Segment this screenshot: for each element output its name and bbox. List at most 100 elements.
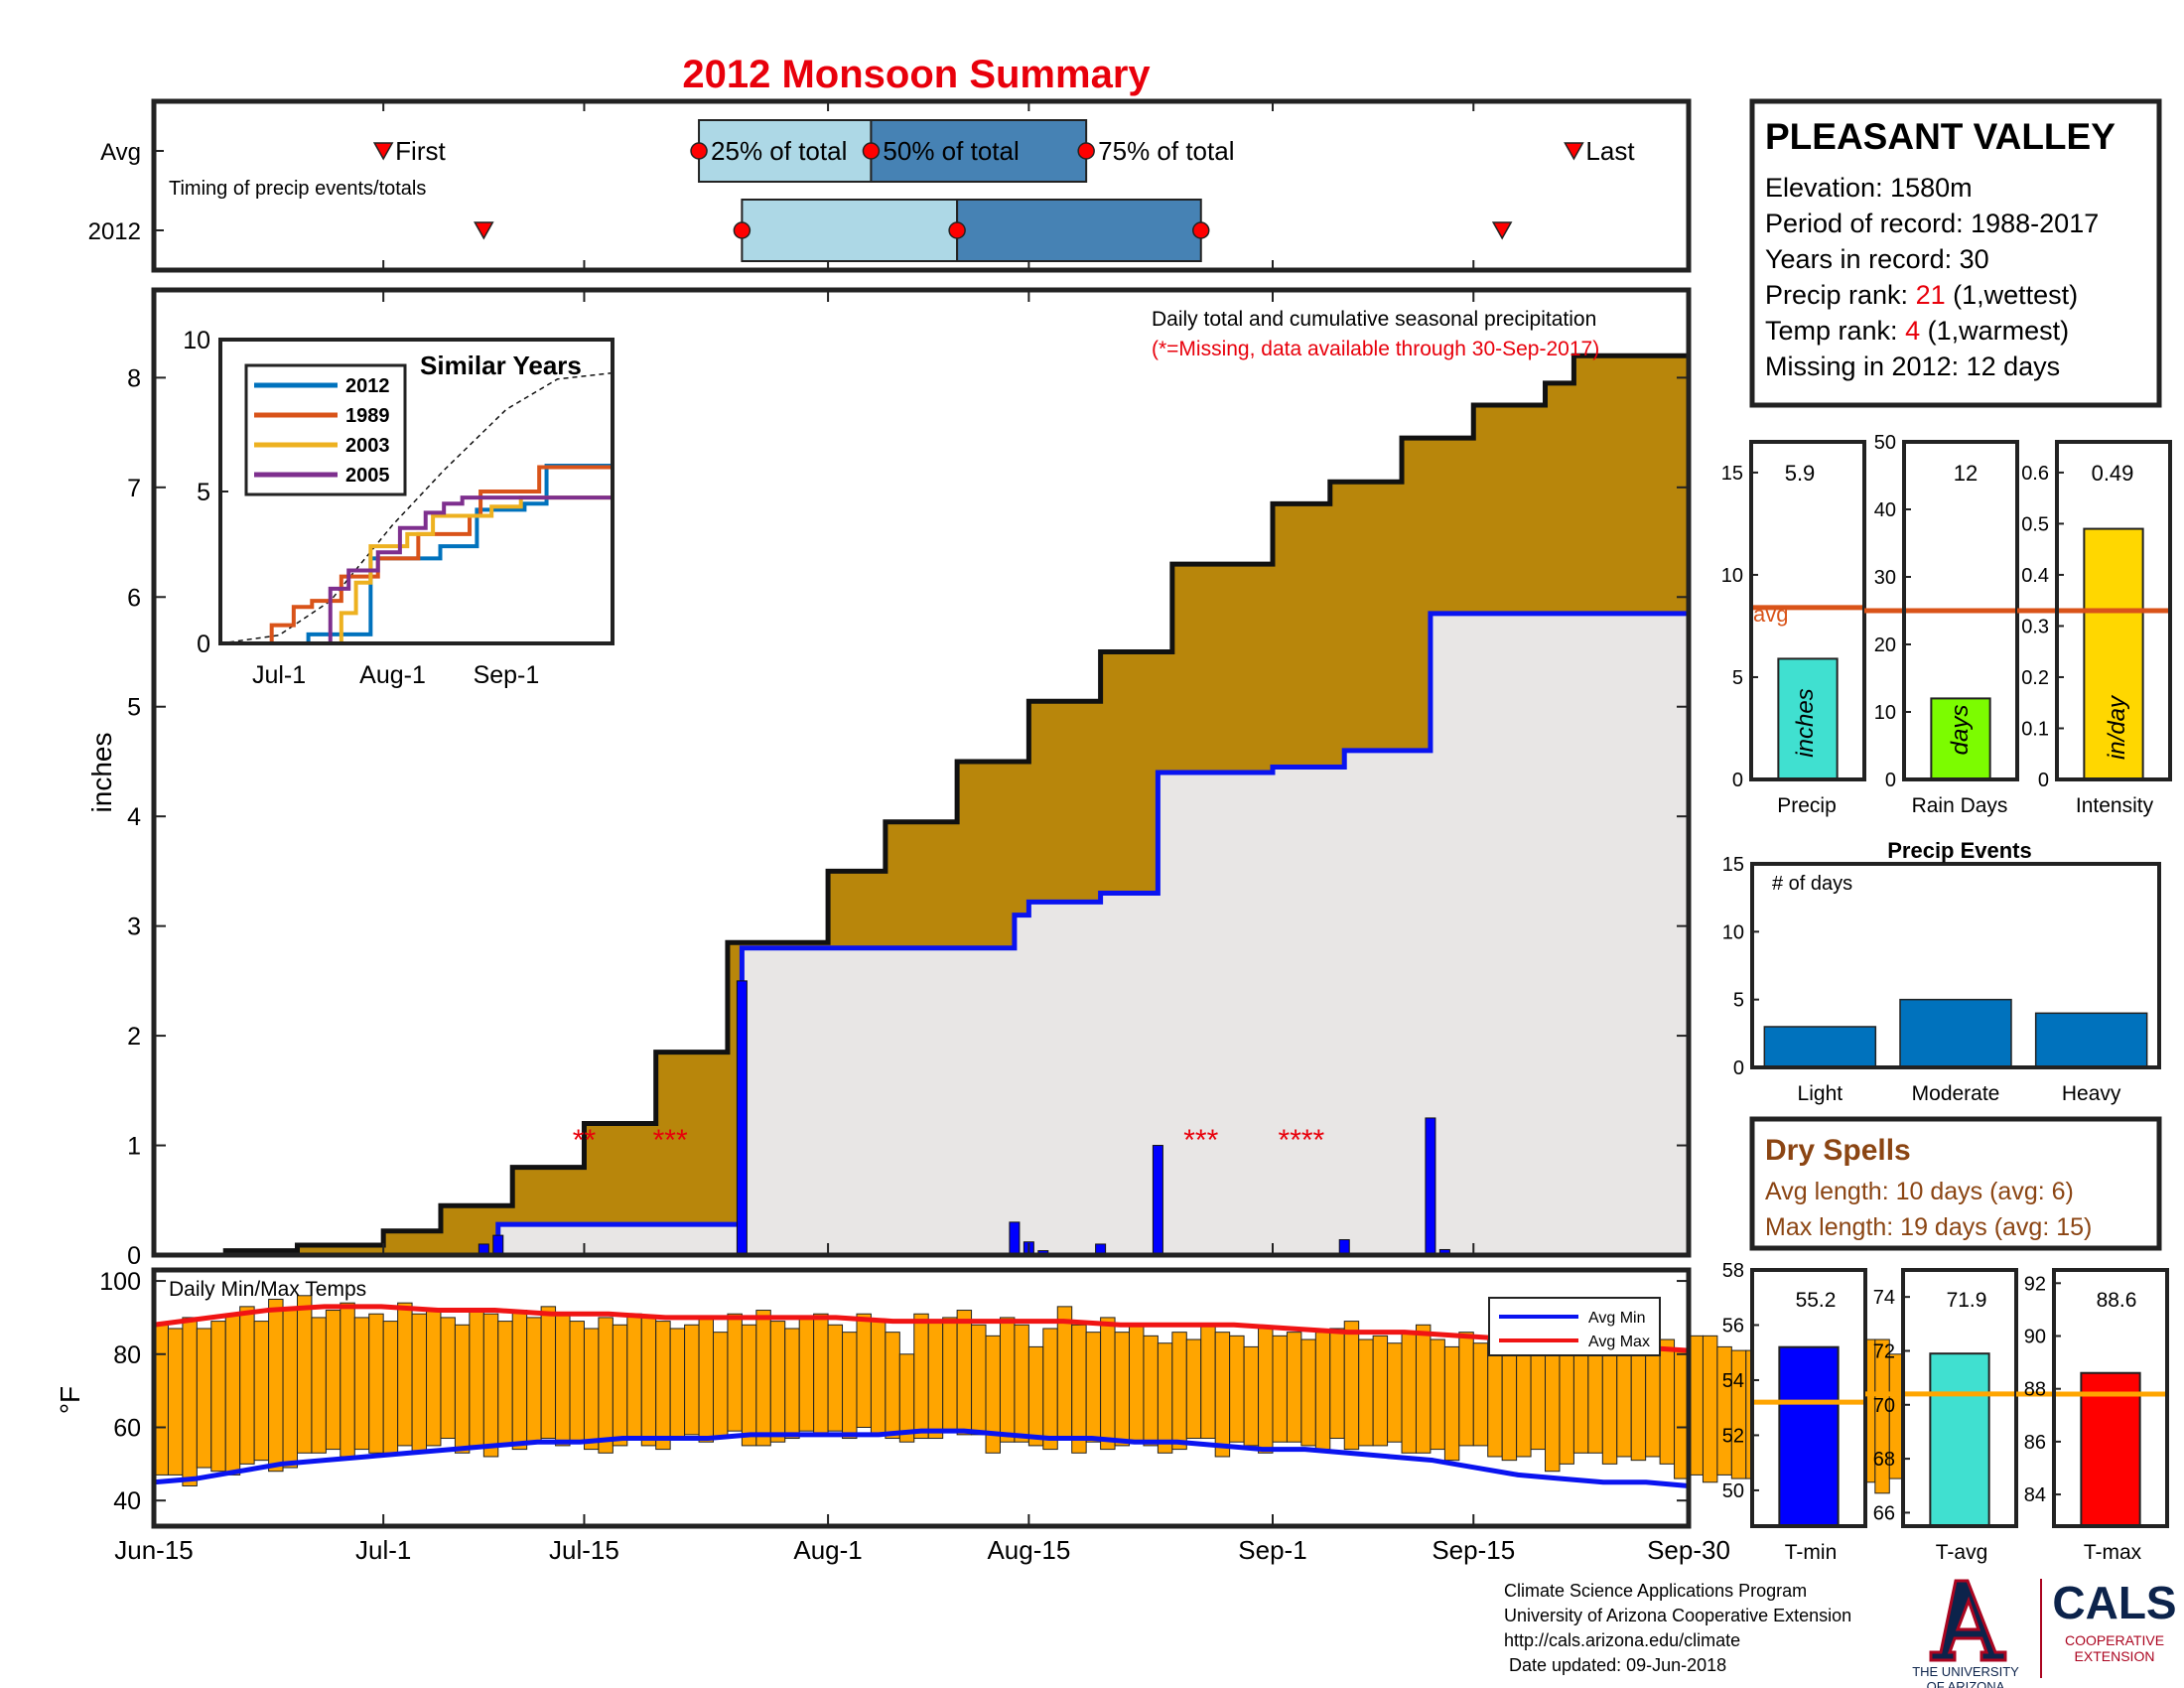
mini-y-tick-label: 0.3 (2021, 616, 2049, 637)
daily-temp-bar (1716, 1345, 1732, 1476)
daily-temp-bar (368, 1313, 384, 1454)
daily-temp-bar (769, 1321, 786, 1443)
daily-temp-bar (1042, 1328, 1058, 1451)
mini-y-tick-label: 74 (1873, 1287, 1895, 1309)
temp-y-tick-label: 60 (113, 1414, 141, 1442)
avg-cumulative-line (154, 343, 1692, 1258)
timing-box-50-75 (956, 199, 1202, 262)
timing-panel: Avg 2012 Timing of precip events/totals … (88, 98, 1692, 273)
temp-y-tick-label: 100 (99, 1268, 141, 1296)
daily-temp-bar (511, 1310, 528, 1451)
daily-temp-bar (1085, 1332, 1102, 1443)
daily-temp-bar (1185, 1338, 1202, 1440)
daily-temp-bar (927, 1321, 944, 1440)
daily-temp-bar (1443, 1345, 1460, 1462)
daily-temp-bar (1314, 1332, 1331, 1451)
temp-y-tick-label: 80 (113, 1341, 141, 1369)
mini-bar (1777, 657, 1839, 781)
daily-temp-bar (1100, 1317, 1116, 1451)
daily-temp-bar (1545, 1338, 1561, 1473)
figure-title: 2012 Monsoon Summary (682, 53, 1151, 96)
mini-bar (1930, 697, 1991, 781)
daily-temp-bar (942, 1317, 958, 1432)
mini-y-tick-label: 15 (1721, 463, 1743, 485)
daily-temp-bar (1458, 1332, 1474, 1447)
raindays-inner-label: days (1947, 705, 1974, 756)
station-missing: Missing in 2012: 12 days (1765, 352, 2060, 381)
mini-y-tick-label: 20 (1874, 634, 1896, 656)
mini-y-tick-label: 50 (1722, 1480, 1744, 1502)
daily-temp-bar (669, 1328, 686, 1440)
daily-temp-bar (182, 1317, 198, 1486)
main-y-tick-label: 4 (127, 803, 141, 831)
season-2012-fill (154, 608, 1689, 1255)
timing-box-25-50 (741, 199, 959, 262)
mini-y-tick-label: 0 (2038, 770, 2049, 791)
precip-xlabel: Precip (1777, 794, 1837, 817)
daily-temp-bar (1601, 1345, 1618, 1465)
daily-precip-bar (1425, 1117, 1436, 1256)
events-frame (1750, 862, 2161, 1069)
timing-percentile-marker (690, 142, 708, 160)
daily-temp-bar (1258, 1328, 1274, 1454)
daily-temp-bar (454, 1324, 471, 1454)
events-y-tick-label: 10 (1722, 921, 1744, 943)
missing-data-marker: **** (1279, 1124, 1325, 1157)
daily-temp-bar (827, 1324, 844, 1432)
tavg-xlabel: T-avg (1936, 1541, 1988, 1564)
daily-temp-bar (598, 1317, 614, 1454)
x-axis-date-label: Aug-1 (793, 1535, 862, 1565)
dry-avg-length: Avg length: 10 days (avg: 6) (1765, 1178, 2074, 1205)
block-a-icon (1929, 1579, 2007, 1662)
cals-line-1: COOPERATIVE (2065, 1632, 2164, 1648)
x-axis-date-label: Sep-15 (1432, 1535, 1515, 1565)
daily-temp-bar (482, 1313, 499, 1458)
daily-temp-bar (1659, 1338, 1676, 1465)
station-name: PLEASANT VALLEY (1765, 116, 2116, 157)
daily-temp-bar (440, 1317, 456, 1440)
timing-percentile-marker (862, 142, 881, 160)
daily-temp-bar (526, 1317, 542, 1443)
footer-line-4: Date updated: 09-Jun-2018 (1504, 1655, 1726, 1675)
mini-y-tick-label: 0 (1885, 770, 1896, 791)
temperature-panel: 40 60 80 100 Daily Min/Max Temps °F Avg Min… (55, 1267, 1990, 1529)
timing-row-2012: 2012 (88, 218, 141, 245)
daily-temp-bar (253, 1321, 270, 1462)
mini-y-tick-label: 70 (1873, 1395, 1895, 1417)
daily-precip-bar (1152, 1145, 1163, 1256)
daily-temp-bar (712, 1332, 729, 1440)
daily-temp-bar (1516, 1338, 1532, 1458)
daily-temp-bar (640, 1317, 657, 1447)
timing-event-marker (372, 142, 394, 161)
raindays-xlabel: Rain Days (1912, 794, 2008, 817)
timing-caption: Timing of precip events/totals (169, 178, 426, 200)
daily-temp-bar (325, 1310, 341, 1451)
daily-temp-bar (971, 1324, 987, 1436)
avg-max-line (153, 1304, 1690, 1353)
timing-percentile-marker (948, 221, 966, 239)
inset-legend-label: 1989 (345, 405, 390, 427)
mini-frame (2052, 1268, 2169, 1528)
main-y-tick-label: 5 (127, 694, 141, 722)
temp-ylabel: °F (55, 1386, 85, 1414)
daily-temp-bar (1114, 1332, 1131, 1447)
daily-temp-bar (569, 1321, 585, 1443)
mini-bar (1778, 1345, 1840, 1527)
daily-temp-bar (1157, 1342, 1173, 1454)
daily-temp-bar (1343, 1321, 1360, 1451)
daily-temp-bar (1358, 1338, 1374, 1447)
mini-y-tick-label: 86 (2024, 1432, 2046, 1454)
inset-series-2003 (220, 495, 613, 645)
tmax-xlabel: T-max (2084, 1541, 2142, 1564)
precip-avg-label: avg (1753, 602, 1788, 627)
timing-box-25-50 (698, 119, 873, 183)
daily-temp-bar (1143, 1335, 1159, 1447)
daily-temp-bar (626, 1313, 642, 1440)
footer-line-2: University of Arizona Cooperative Extens… (1504, 1606, 1851, 1625)
mini-y-tick-label: 0.1 (2021, 718, 2049, 740)
daily-temp-bar (540, 1306, 557, 1440)
temp-legend: Avg Min Avg Max (1488, 1297, 1661, 1356)
daily-temp-bar (1372, 1335, 1389, 1447)
daily-temp-bar (798, 1317, 815, 1432)
station-period: Period of record: 1988-2017 (1765, 209, 2099, 238)
